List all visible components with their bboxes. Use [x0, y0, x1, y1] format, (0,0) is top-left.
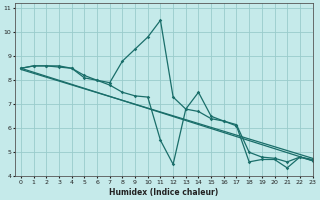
X-axis label: Humidex (Indice chaleur): Humidex (Indice chaleur) [109, 188, 218, 197]
